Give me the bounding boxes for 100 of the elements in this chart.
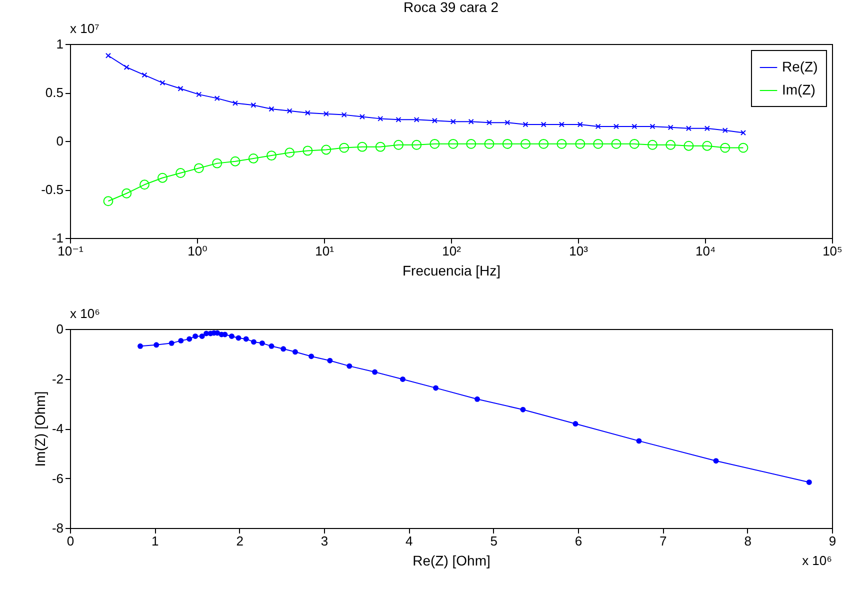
point [486,120,492,126]
point [474,396,480,402]
x-axis-title: Frecuencia [Hz] [402,262,501,278]
point [484,138,494,149]
point [394,140,404,150]
point [556,138,567,149]
point [357,142,368,152]
point [522,122,528,128]
x-tick-label: 7 [660,534,667,548]
point [250,102,256,108]
x-tick-label: 5 [490,534,498,548]
point [236,335,242,341]
point [412,140,422,150]
point [722,128,728,134]
y-tick-label: 1 [56,36,64,52]
point [248,153,258,164]
x-tick-label: 6 [574,534,582,548]
x-tick-label: 8 [744,534,752,548]
point [339,142,350,153]
point [372,369,378,375]
point [668,124,674,130]
point [124,64,130,70]
point [199,333,205,339]
y-tick-label: 0 [56,134,64,148]
x-tick-label: 9 [828,534,836,548]
x-tick-label: 10¹ [315,244,335,258]
point [122,188,132,198]
point [230,156,240,166]
point [140,180,150,190]
x-tick-label: 1 [152,534,159,548]
point [323,111,329,117]
point [502,138,512,149]
point [176,168,186,178]
x-tick-label: 0 [66,534,74,548]
point [720,142,730,153]
point [806,479,812,485]
point [196,92,202,98]
point [684,140,694,151]
point [738,142,748,153]
point [232,100,238,106]
point [450,118,456,124]
point [168,340,174,346]
point [212,158,222,168]
point [105,52,111,58]
x-tick-label: 10⁴ [695,244,716,258]
point [378,116,384,122]
point [704,126,710,132]
y-tick-label: -1 [52,230,64,246]
point [504,120,510,126]
point [250,339,256,345]
point [632,124,638,130]
point [702,140,712,151]
point [430,138,440,149]
point [103,196,114,206]
point [304,110,310,116]
point [593,138,604,149]
y-axis-title: Im(Z) [Ohm] [32,391,48,467]
point [575,138,586,149]
point [713,458,719,464]
point [214,96,220,102]
point [538,138,549,149]
point [308,354,314,360]
x-tick-label: 10⁵ [822,244,842,258]
point [740,130,746,136]
y-tick-label: -6 [52,470,64,486]
y-tick-label: -2 [52,371,64,386]
text: x 10⁶ [70,306,100,321]
chart-title: Roca 39 cara 2 [404,0,499,15]
text: x 10⁶ [802,553,832,568]
point [648,140,658,150]
point [414,116,420,122]
point [466,138,476,149]
point [520,406,526,412]
point [468,118,474,124]
point [433,385,438,391]
x-tick-label: 10³ [569,244,589,258]
point [650,124,656,130]
y-tick-label: -8 [52,520,64,536]
x-tick-label: 4 [406,534,413,548]
point [321,144,332,155]
point [375,142,386,152]
point [259,340,265,346]
y-tick-label: -4 [52,421,64,436]
x-axis-title: Re(Z) [Ohm] [412,552,490,568]
point [448,138,458,149]
point [400,376,406,382]
text: x 10⁷ [70,21,100,36]
point [577,122,583,128]
point [268,343,274,349]
point [178,86,184,92]
point [558,122,564,128]
point [302,146,313,156]
x-tick-label: 10⁻¹ [58,244,84,258]
point [142,72,148,78]
point [341,112,347,118]
point [611,138,622,149]
point [158,172,168,183]
point [636,438,642,444]
point [595,124,601,130]
point [432,118,438,124]
